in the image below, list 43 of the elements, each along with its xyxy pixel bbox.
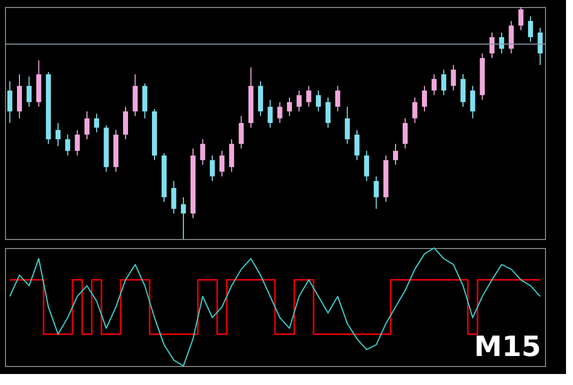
candlestick (393, 143, 398, 166)
candlestick (402, 118, 408, 150)
candlestick (460, 74, 466, 108)
candlestick (441, 69, 446, 96)
candlestick (354, 129, 360, 161)
candlestick (538, 27, 543, 66)
annotation: M15 (474, 330, 541, 363)
candlestick (219, 150, 224, 177)
candlestick (432, 74, 437, 96)
candlestick (450, 64, 456, 92)
candlestick (412, 96, 418, 124)
candlestick (268, 99, 273, 128)
candlestick (508, 20, 514, 54)
candlestick (316, 90, 321, 112)
candlestick (374, 176, 379, 210)
candlestick (171, 180, 176, 214)
candlestick (26, 76, 32, 108)
candlestick (470, 85, 476, 119)
candlestick (229, 138, 234, 172)
candlestick (528, 16, 534, 42)
candlestick (296, 90, 302, 112)
candlestick (277, 102, 282, 124)
candlestick (74, 129, 80, 156)
candlestick (364, 150, 370, 182)
candlestick (84, 110, 90, 140)
candlestick (94, 113, 100, 133)
candlestick (306, 85, 312, 108)
candlestick (518, 6, 524, 31)
candlestick (238, 116, 244, 150)
candlestick (180, 196, 186, 240)
candlestick (123, 106, 128, 140)
candlestick (210, 154, 215, 182)
candlestick (200, 138, 206, 166)
candlestick (344, 106, 350, 144)
candlestick (489, 32, 494, 59)
candlestick (335, 85, 340, 112)
candlestick (56, 122, 61, 147)
candlestick (422, 85, 427, 112)
candlestick (326, 96, 331, 128)
candlestick (286, 96, 292, 117)
candlestick (7, 80, 12, 124)
candlestick (499, 32, 504, 54)
candlestick (65, 134, 70, 156)
